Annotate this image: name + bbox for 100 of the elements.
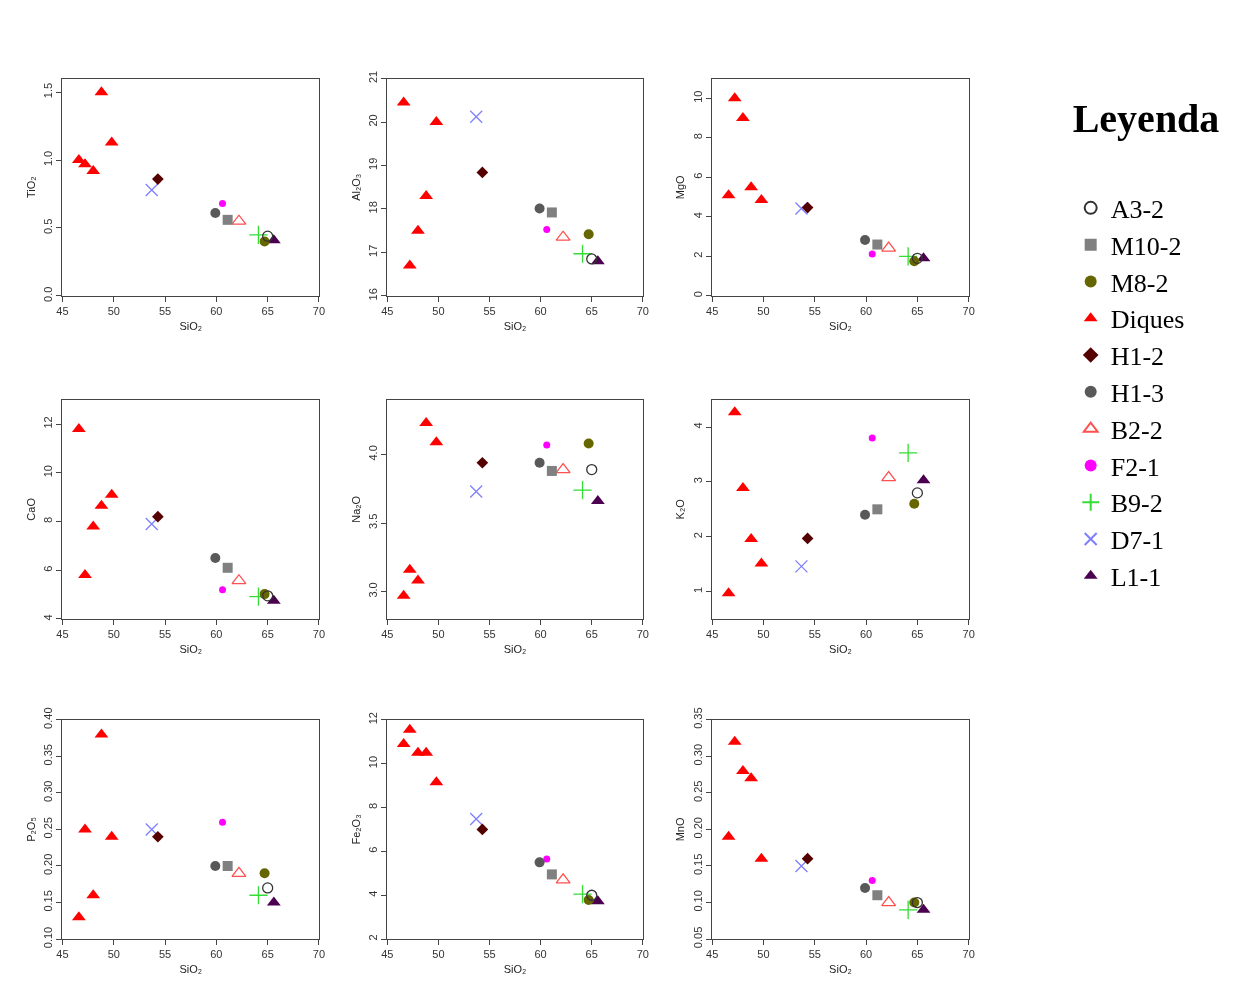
point xyxy=(534,457,545,468)
point xyxy=(586,253,598,265)
x-tick-label: 65 xyxy=(585,948,598,961)
point xyxy=(546,207,557,218)
y-tick-label: 6 xyxy=(42,565,55,572)
point xyxy=(909,498,920,509)
point xyxy=(78,823,92,833)
point xyxy=(898,443,918,463)
x-tick-label: 55 xyxy=(483,305,496,318)
point xyxy=(222,214,233,225)
point xyxy=(546,869,557,880)
point xyxy=(868,434,876,442)
y-tick-label: 3.0 xyxy=(366,582,379,598)
x-tick-label: 55 xyxy=(808,948,821,961)
y-axis-title: K₂O xyxy=(674,498,687,520)
point xyxy=(262,882,274,894)
x-tick-label: 60 xyxy=(534,948,547,961)
y-tick-label: 6 xyxy=(366,846,379,853)
y-axis-title: Fe₂O₃ xyxy=(349,814,362,845)
point xyxy=(860,234,871,245)
point xyxy=(476,456,489,469)
y-tick-label: 0.15 xyxy=(42,890,55,912)
point xyxy=(898,900,918,920)
y-tick-label: 4 xyxy=(691,212,704,219)
x-tick-label: 70 xyxy=(962,948,975,961)
point xyxy=(259,868,270,879)
x-tick-label: 45 xyxy=(56,628,69,641)
x-tick-label: 60 xyxy=(534,305,547,318)
point xyxy=(152,173,164,185)
legend-label: H1-3 xyxy=(1110,379,1165,408)
x-axis-title: SiO₂ xyxy=(829,320,852,333)
x-tick-label: 65 xyxy=(911,628,924,641)
y-axis-title: P₂O₅ xyxy=(24,817,37,842)
x-tick-label: 70 xyxy=(962,305,975,318)
x-axis-title: SiO₂ xyxy=(503,643,527,656)
x-tick-label: 65 xyxy=(261,305,274,318)
legend-label: M8-2 xyxy=(1110,268,1169,298)
y-tick-label: 2 xyxy=(691,251,704,258)
x-tick-label: 70 xyxy=(962,628,975,641)
y-tick-label: 10 xyxy=(691,90,704,103)
y-tick-label: 0.30 xyxy=(42,780,55,802)
y-tick-label: 8 xyxy=(691,133,704,140)
point xyxy=(222,860,233,871)
point xyxy=(794,201,809,216)
x-tick-label: 55 xyxy=(158,305,172,318)
x-axis-title: SiO₂ xyxy=(179,320,203,333)
point xyxy=(210,208,221,219)
point xyxy=(210,553,221,564)
point xyxy=(145,822,159,837)
point xyxy=(152,510,164,523)
y-tick-label: 4 xyxy=(691,422,704,429)
point xyxy=(469,110,483,124)
y-tick-label: 0.0 xyxy=(42,286,55,302)
legend-label: Diques xyxy=(1110,305,1185,335)
y-tick-label: 0.25 xyxy=(691,780,704,802)
point xyxy=(911,896,924,909)
point xyxy=(572,884,593,904)
x-tick-label: 60 xyxy=(210,948,223,961)
y-tick-label: 0.25 xyxy=(42,817,55,839)
y-tick-label: 4.0 xyxy=(366,445,379,461)
point xyxy=(736,481,750,491)
point xyxy=(872,239,883,250)
x-tick-label: 65 xyxy=(261,628,274,641)
point xyxy=(794,559,809,573)
x-tick-label: 50 xyxy=(432,948,445,961)
x-tick-label: 65 xyxy=(585,628,598,641)
y-axis-title: MnO xyxy=(674,817,687,842)
point xyxy=(583,229,594,240)
y-tick-label: 0.35 xyxy=(691,707,704,729)
legend-label: L1-1 xyxy=(1110,563,1162,592)
point xyxy=(555,462,571,474)
point xyxy=(219,818,227,826)
x-tick-label: 65 xyxy=(261,948,274,961)
x-tick-label: 45 xyxy=(706,628,719,641)
point xyxy=(145,183,159,197)
point xyxy=(543,855,551,863)
point xyxy=(872,890,883,901)
point xyxy=(872,504,883,515)
x-tick-label: 70 xyxy=(636,305,649,318)
x-tick-label: 45 xyxy=(56,948,69,961)
point xyxy=(572,243,593,264)
y-tick-label: 17 xyxy=(366,244,379,257)
y-tick-label: 18 xyxy=(366,201,379,214)
point xyxy=(881,470,897,482)
y-tick-label: 19 xyxy=(366,157,379,170)
y-tick-label: 3 xyxy=(691,477,704,484)
point xyxy=(546,465,557,476)
y-tick-label: 1.0 xyxy=(42,150,55,167)
legend-label: F2-1 xyxy=(1110,452,1160,482)
point xyxy=(222,562,233,573)
y-tick-label: 0.10 xyxy=(691,890,704,912)
y-tick-label: 6 xyxy=(691,172,704,179)
y-tick-label: 20 xyxy=(366,114,379,127)
legend-label: A3-2 xyxy=(1110,195,1165,224)
point xyxy=(911,252,924,265)
y-tick-label: 0.20 xyxy=(42,853,55,876)
x-tick-label: 55 xyxy=(158,628,172,641)
y-tick-label: 8 xyxy=(366,802,379,809)
y-tick-label: 4 xyxy=(42,614,55,621)
point xyxy=(469,812,483,826)
